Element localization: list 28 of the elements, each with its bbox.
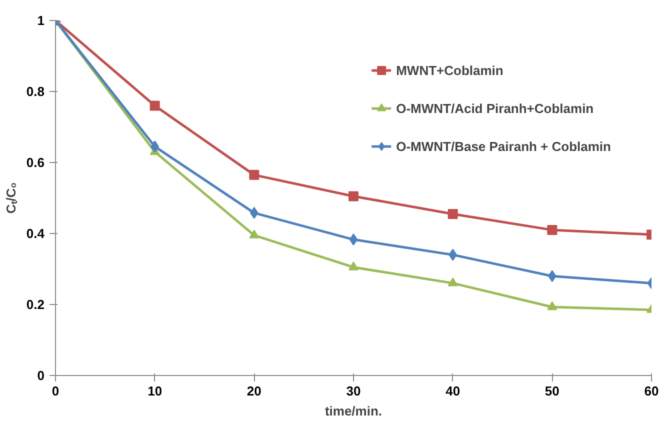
legend-label: MWNT+Coblamin	[396, 62, 504, 78]
x-tick-label: 50	[544, 384, 560, 398]
point	[448, 278, 458, 286]
y-tick-label: 0.2	[26, 297, 45, 312]
legend-label: O-MWNT/Acid Piranh+Coblamin	[396, 100, 594, 116]
point	[249, 170, 260, 180]
point	[150, 100, 160, 111]
x-tick-label: 60	[644, 384, 659, 398]
point	[249, 230, 260, 238]
point	[547, 224, 558, 235]
y-tick-label: 0.6	[26, 155, 45, 170]
point	[348, 191, 358, 202]
x-tick-label: 30	[346, 384, 361, 398]
point	[547, 301, 558, 310]
x-axis-title: time/min.	[324, 404, 382, 418]
point	[349, 234, 358, 246]
x-tick-label: 20	[246, 384, 262, 398]
y-tick-label: 0.8	[26, 84, 45, 99]
y-tick-label: 0.4	[26, 226, 46, 241]
x-tick-label: 40	[446, 384, 460, 398]
legend-label: O-MWNT/Base Pairanh + Coblamin	[396, 138, 611, 154]
y-tick-label: 1	[37, 13, 45, 28]
y-axis-title: Cₜ/C₀	[3, 182, 18, 214]
x-tick-label: 10	[148, 384, 162, 398]
point	[448, 208, 458, 219]
x-tick-label: 0	[52, 384, 60, 398]
y-tick-label: 0	[37, 368, 45, 383]
point	[348, 262, 358, 270]
